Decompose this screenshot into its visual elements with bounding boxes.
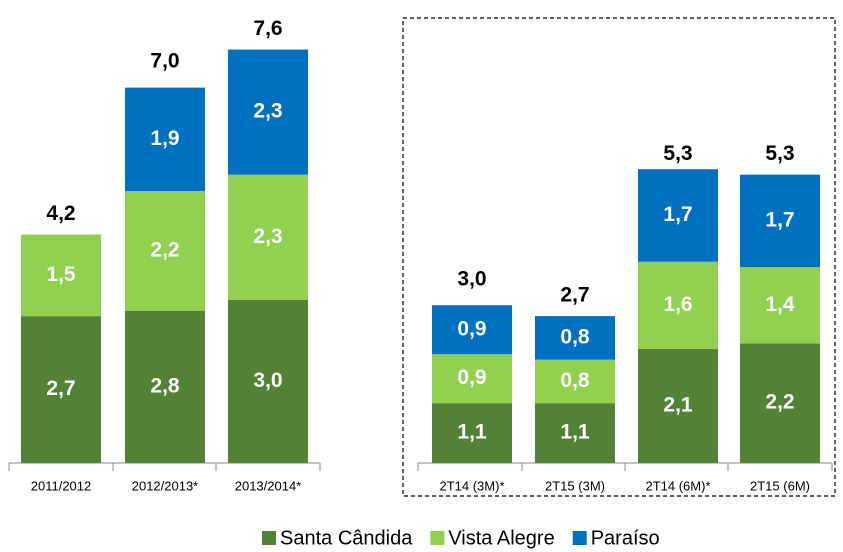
x-tick-label: 2013/2014* — [235, 478, 302, 493]
total-label: 5,3 — [663, 142, 692, 165]
value-label: 0,9 — [457, 317, 486, 340]
bar-segment — [125, 87, 205, 191]
x-tick-label: 2011/2012 — [31, 478, 92, 493]
bar-segment — [740, 343, 820, 463]
x-tick-label: 2T15 (6M) — [750, 478, 810, 493]
total-label: 3,0 — [457, 267, 486, 290]
bar-segment — [638, 169, 718, 262]
legend-label: Paraíso — [591, 527, 660, 549]
value-label: 1,1 — [560, 421, 590, 444]
bar-segment — [535, 359, 615, 404]
bar-segment — [740, 174, 820, 268]
legend-swatch — [430, 531, 445, 545]
bar-segment — [740, 267, 820, 344]
value-label: 2,1 — [663, 393, 693, 416]
bar-segment — [535, 403, 615, 463]
total-label: 5,3 — [765, 142, 794, 165]
x-tick-label: 2T14 (6M)* — [645, 478, 710, 493]
value-label: 2,3 — [253, 100, 282, 123]
bar-segment — [638, 261, 718, 349]
x-tick-label: 2012/2013* — [132, 478, 199, 493]
total-label: 7,0 — [150, 50, 179, 73]
bar-segment — [228, 174, 308, 300]
value-label: 2,3 — [253, 225, 282, 248]
value-label: 2,7 — [46, 377, 75, 400]
x-tick-label: 2T15 (3M) — [545, 478, 605, 493]
value-label: 0,8 — [560, 325, 590, 348]
value-label: 1,9 — [150, 127, 179, 150]
value-label: 2,2 — [765, 391, 794, 414]
value-label: 0,9 — [457, 366, 486, 389]
legend-swatch — [572, 531, 587, 545]
value-label: 1,4 — [765, 293, 795, 316]
value-label: 2,8 — [150, 374, 180, 397]
bar-segment — [638, 348, 718, 463]
x-tick-label: 2T14 (3M)* — [439, 478, 504, 493]
total-label: 4,2 — [46, 202, 75, 225]
legend-label: Vista Alegre — [448, 527, 554, 549]
bar-segment — [432, 305, 512, 355]
bar-segment — [21, 234, 101, 317]
value-label: 1,5 — [46, 263, 76, 286]
value-label: 1,1 — [457, 421, 487, 444]
value-label: 3,0 — [253, 369, 282, 392]
bar-segment — [535, 316, 615, 360]
total-label: 7,6 — [253, 17, 282, 40]
legend-label: Santa Cândida — [280, 527, 413, 549]
bar-segment — [432, 354, 512, 404]
bar-segment — [228, 299, 308, 463]
legend-swatch — [262, 531, 276, 545]
bar-segment — [21, 316, 101, 463]
value-label: 0,8 — [560, 369, 590, 392]
value-label: 2,2 — [150, 238, 179, 261]
bar-segment — [432, 403, 512, 463]
value-label: 1,7 — [663, 203, 692, 226]
total-label: 2,7 — [560, 284, 589, 307]
bar-segment — [125, 191, 205, 311]
value-label: 1,6 — [663, 293, 692, 316]
bar-segment — [228, 49, 308, 175]
bar-segment — [125, 310, 205, 463]
value-label: 1,7 — [765, 208, 794, 231]
